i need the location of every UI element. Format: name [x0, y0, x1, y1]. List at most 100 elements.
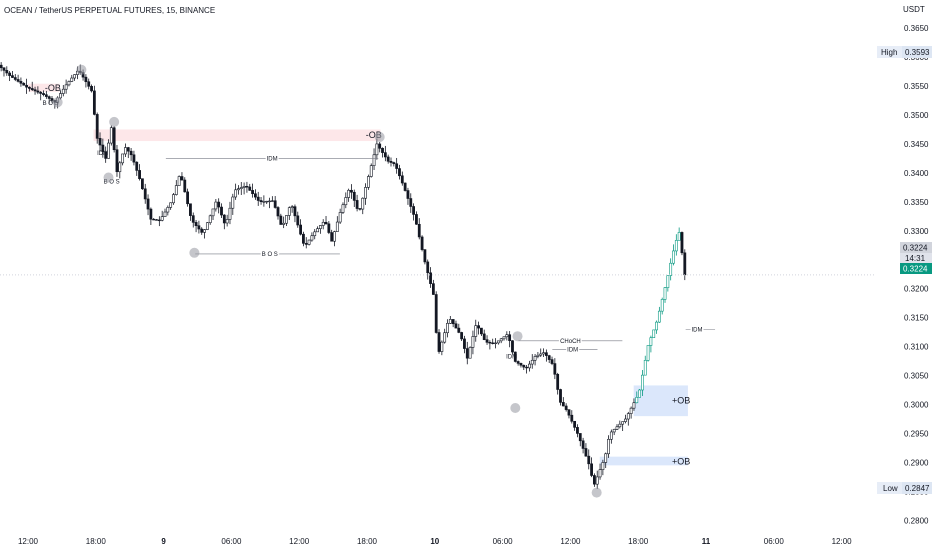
- candle-body: [564, 405, 568, 410]
- candle-body: [638, 389, 642, 398]
- candle-body: [649, 337, 653, 346]
- swing-markers: [52, 64, 602, 498]
- time-tick-label: 18:00: [628, 537, 649, 546]
- candle-body: [372, 154, 376, 166]
- candle-body: [502, 336, 506, 340]
- price-tick-label: 0.3100: [904, 343, 929, 352]
- candle-body: [282, 222, 286, 225]
- candle-body: [352, 191, 356, 201]
- symbol-title[interactable]: OCEAN / TetherUS PERPETUAL FUTURES, 15, …: [4, 6, 216, 15]
- swing-marker: [109, 116, 120, 127]
- candle-body: [457, 327, 461, 333]
- candle-body: [50, 98, 54, 101]
- candle-body: [16, 79, 20, 82]
- candle-body: [330, 232, 334, 242]
- candle-body: [248, 186, 252, 191]
- candle-body: [618, 423, 622, 428]
- candle-body: [293, 206, 297, 217]
- candle-body: [211, 208, 215, 217]
- candle-body: [663, 287, 667, 300]
- candle-body: [454, 323, 458, 329]
- candle-body: [265, 200, 269, 203]
- candle-body: [90, 86, 93, 92]
- candle-body: [228, 207, 232, 220]
- candle-body: [350, 189, 353, 193]
- candle-body: [124, 147, 127, 155]
- candle-body: [652, 329, 656, 338]
- candle-body: [208, 215, 212, 223]
- price-tick-label: 0.2800: [904, 516, 929, 525]
- candle-body: [635, 397, 639, 404]
- candle-body: [482, 333, 486, 340]
- price-tick-label: 0.3150: [904, 314, 929, 323]
- candle-body: [398, 168, 401, 177]
- candle-body: [186, 191, 190, 205]
- candle-body: [581, 440, 585, 449]
- price-axis[interactable]: 0.36500.36000.35500.35000.34500.34000.33…: [904, 24, 929, 525]
- price-tick-label: 0.2900: [904, 458, 929, 467]
- candle-body: [516, 361, 520, 364]
- candle-body: [448, 319, 452, 324]
- price-tick-label: 0.3500: [904, 111, 929, 120]
- candle-body: [92, 90, 96, 115]
- candle-body: [477, 325, 480, 329]
- time-tick-label: 18:00: [357, 537, 378, 546]
- candle-body: [333, 231, 336, 242]
- time-tick-label: 12:00: [832, 537, 853, 546]
- candle-body: [169, 202, 173, 208]
- candle-body: [632, 402, 636, 409]
- candle-body: [11, 75, 14, 78]
- candle-body: [403, 182, 407, 191]
- candle-body: [378, 143, 382, 149]
- candle-body: [615, 426, 619, 430]
- candle-body: [205, 222, 209, 230]
- candle-body: [67, 81, 71, 86]
- candle-body: [595, 476, 599, 485]
- candle-body: [95, 114, 99, 139]
- candle-body: [254, 193, 257, 198]
- candle-body: [544, 352, 548, 356]
- candle-body: [299, 224, 303, 235]
- candle-body: [126, 147, 130, 152]
- candle-body: [287, 207, 291, 216]
- candle-body: [296, 215, 300, 226]
- price-tick-label: 0.3650: [904, 24, 929, 33]
- candle-body: [508, 334, 512, 341]
- candles: [0, 62, 687, 489]
- candle-body: [231, 196, 235, 209]
- candle-body: [389, 161, 393, 163]
- candle-body: [674, 240, 678, 252]
- candle-body: [313, 231, 317, 237]
- candle-body: [392, 162, 396, 165]
- time-tick-label: 12:00: [289, 537, 310, 546]
- candle-body: [409, 198, 413, 207]
- candle-body: [386, 156, 390, 162]
- candle-body: [259, 200, 263, 203]
- candle-body: [463, 338, 466, 349]
- high-tag-label: High: [881, 48, 897, 57]
- time-axis[interactable]: 12:00 18:00 9 06:00 12:00 18:00 10 06:00 12:00 18…: [18, 537, 852, 546]
- candle-body: [214, 201, 218, 210]
- candle-body: [321, 221, 325, 226]
- candle-body: [601, 462, 605, 470]
- candle-body: [13, 77, 17, 80]
- candle-body: [479, 327, 483, 335]
- candle-body: [415, 214, 418, 225]
- time-tick-label: 10: [430, 537, 439, 546]
- candle-body: [559, 389, 562, 403]
- candle-body: [104, 151, 108, 159]
- candle-body: [420, 236, 424, 250]
- candle-body: [553, 363, 557, 375]
- candle-body: [174, 185, 178, 195]
- candle-body: [61, 88, 65, 94]
- candle-body: [587, 455, 591, 465]
- candle-body: [310, 235, 314, 241]
- candle-body: [290, 206, 294, 208]
- candle-body: [530, 359, 534, 365]
- candle-body: [109, 127, 113, 144]
- candle-body: [270, 200, 274, 202]
- candle-body: [30, 88, 34, 90]
- candle-body: [550, 359, 554, 364]
- structure-label: IDM: [267, 156, 278, 162]
